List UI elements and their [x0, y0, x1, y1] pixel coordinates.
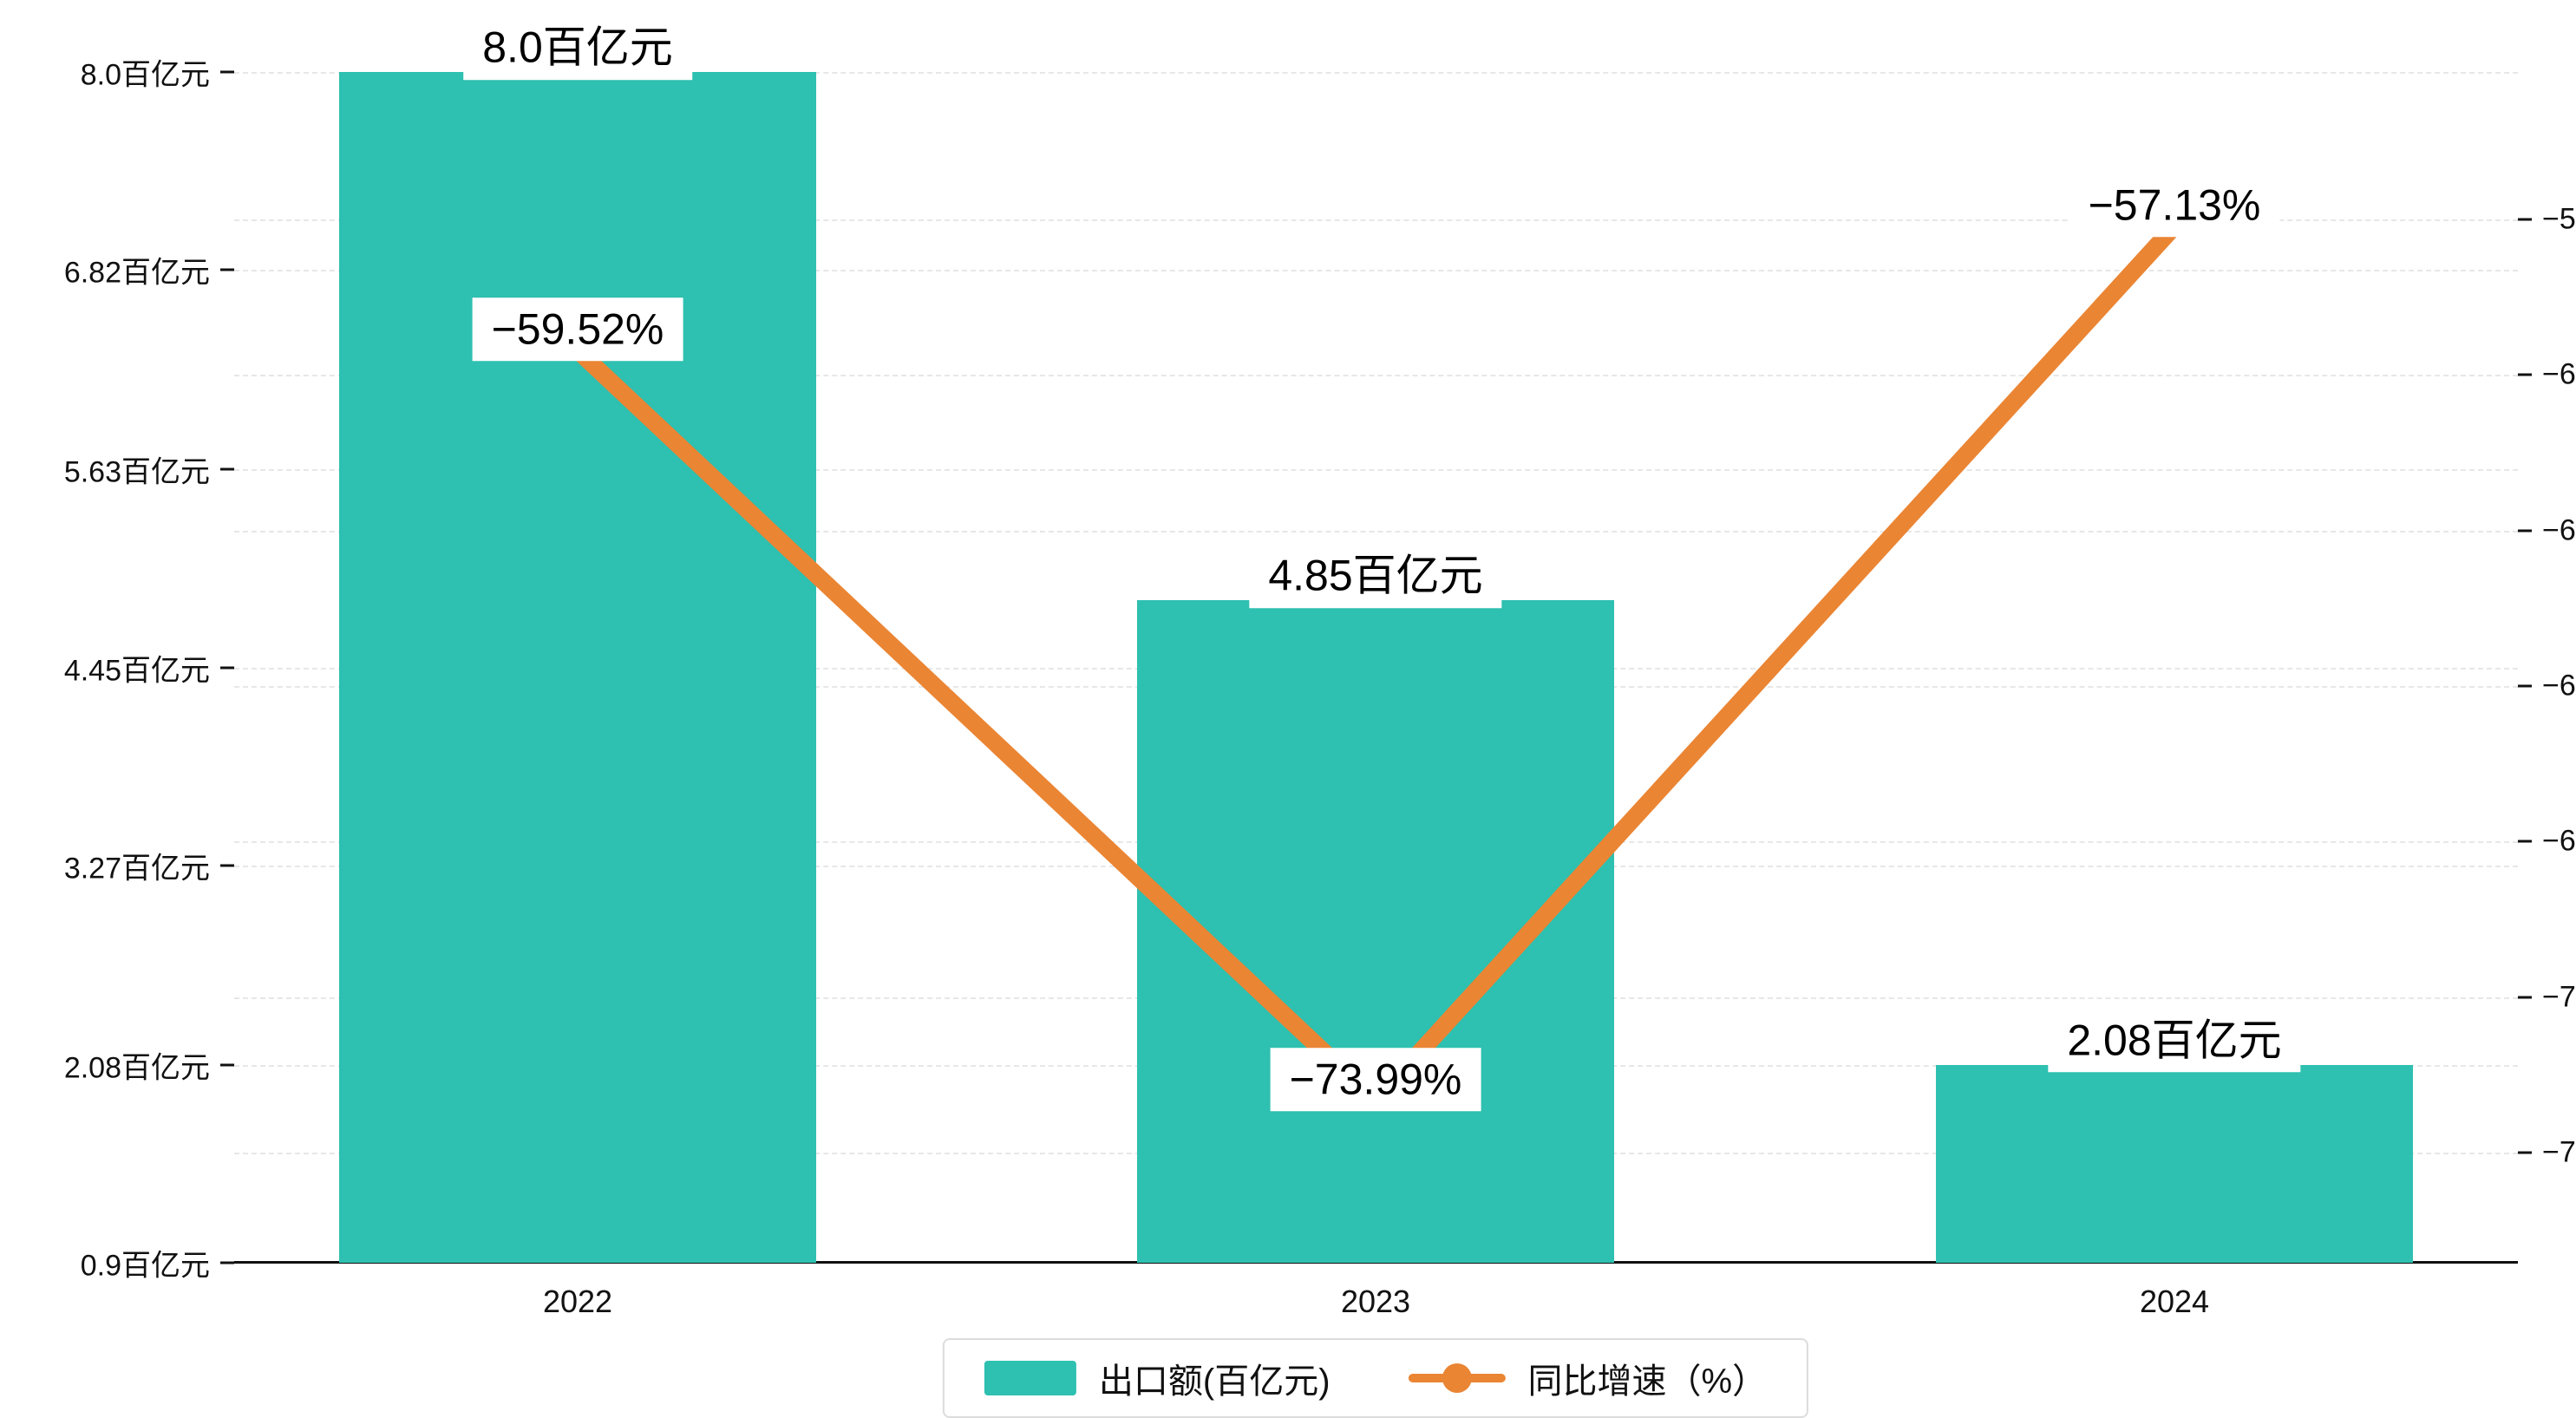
legend-item-export[interactable]: 出口额(百亿元) — [984, 1353, 1330, 1403]
right-axis-tick-label: −57 — [2542, 202, 2576, 236]
left-axis-tick-label: 8.0百亿元 — [80, 58, 210, 92]
legend-bar-swatch-icon — [984, 1361, 1076, 1395]
growth-rate-line — [569, 218, 2183, 1109]
left-axis-tick-label: 2.08百亿元 — [63, 1051, 210, 1085]
right-axis-tick-label: −60 — [2542, 357, 2576, 391]
legend-label: 出口额(百亿元) — [1098, 1362, 1330, 1401]
bar-value-label: 2.08百亿元 — [2048, 1009, 2301, 1073]
gridline-left-axis — [234, 469, 2518, 472]
left-axis-tick-label: 5.63百亿元 — [63, 455, 210, 489]
left-axis-tick-label: 0.9百亿元 — [80, 1249, 210, 1283]
left-axis-tick — [220, 268, 234, 271]
left-axis-tick — [220, 864, 234, 867]
right-axis-tick — [2518, 1151, 2532, 1154]
bar-2022 — [339, 72, 816, 1263]
left-axis-tick — [220, 666, 234, 669]
legend: 出口额(百亿元) 同比增速（%） — [942, 1338, 1809, 1418]
right-axis-tick-label: −72 — [2542, 980, 2576, 1014]
bar-value-label: 8.0百亿元 — [463, 16, 692, 80]
x-axis-label: 2024 — [2139, 1284, 2210, 1319]
left-axis-tick-label: 4.45百亿元 — [63, 654, 210, 687]
line-value-label: −73.99% — [1270, 1047, 1481, 1112]
x-axis-label: 2022 — [542, 1284, 613, 1319]
left-axis-tick-label: 6.82百亿元 — [63, 256, 210, 290]
legend-line-marker-icon — [1408, 1363, 1506, 1393]
line-value-label: −59.52% — [472, 297, 683, 362]
gridline-right-axis — [234, 530, 2518, 533]
left-axis-tick — [220, 467, 234, 471]
legend-item-growth[interactable]: 同比增速（%） — [1408, 1353, 1768, 1403]
gridline-left-axis — [234, 270, 2518, 272]
line-value-label: −57.13% — [2069, 173, 2280, 238]
right-axis-tick — [2518, 996, 2532, 999]
left-axis-tick-label: 3.27百亿元 — [63, 852, 210, 885]
gridline-left-axis — [234, 72, 2518, 74]
left-axis-tick — [220, 1261, 234, 1264]
gridline-right-axis — [234, 375, 2518, 377]
right-axis-tick — [2518, 373, 2532, 376]
right-axis-tick-label: −66 — [2542, 669, 2576, 702]
right-axis-tick — [2518, 840, 2532, 843]
left-axis-tick — [220, 70, 234, 74]
right-axis-tick — [2518, 529, 2532, 533]
right-axis-tick — [2518, 684, 2532, 688]
legend-line-dot-icon — [1442, 1363, 1472, 1393]
gridline-right-axis — [234, 219, 2518, 221]
right-axis-tick-label: −63 — [2542, 513, 2576, 547]
right-axis-tick-label: −75 — [2542, 1135, 2576, 1169]
right-axis-tick-label: −69 — [2542, 824, 2576, 858]
x-axis-label: 2023 — [1340, 1284, 1411, 1319]
right-axis-tick — [2518, 218, 2532, 221]
bar-2024 — [1936, 1064, 2413, 1263]
left-axis-tick — [220, 1063, 234, 1067]
bar-value-label: 4.85百亿元 — [1249, 544, 1502, 608]
legend-label: 同比增速（%） — [1527, 1362, 1768, 1401]
